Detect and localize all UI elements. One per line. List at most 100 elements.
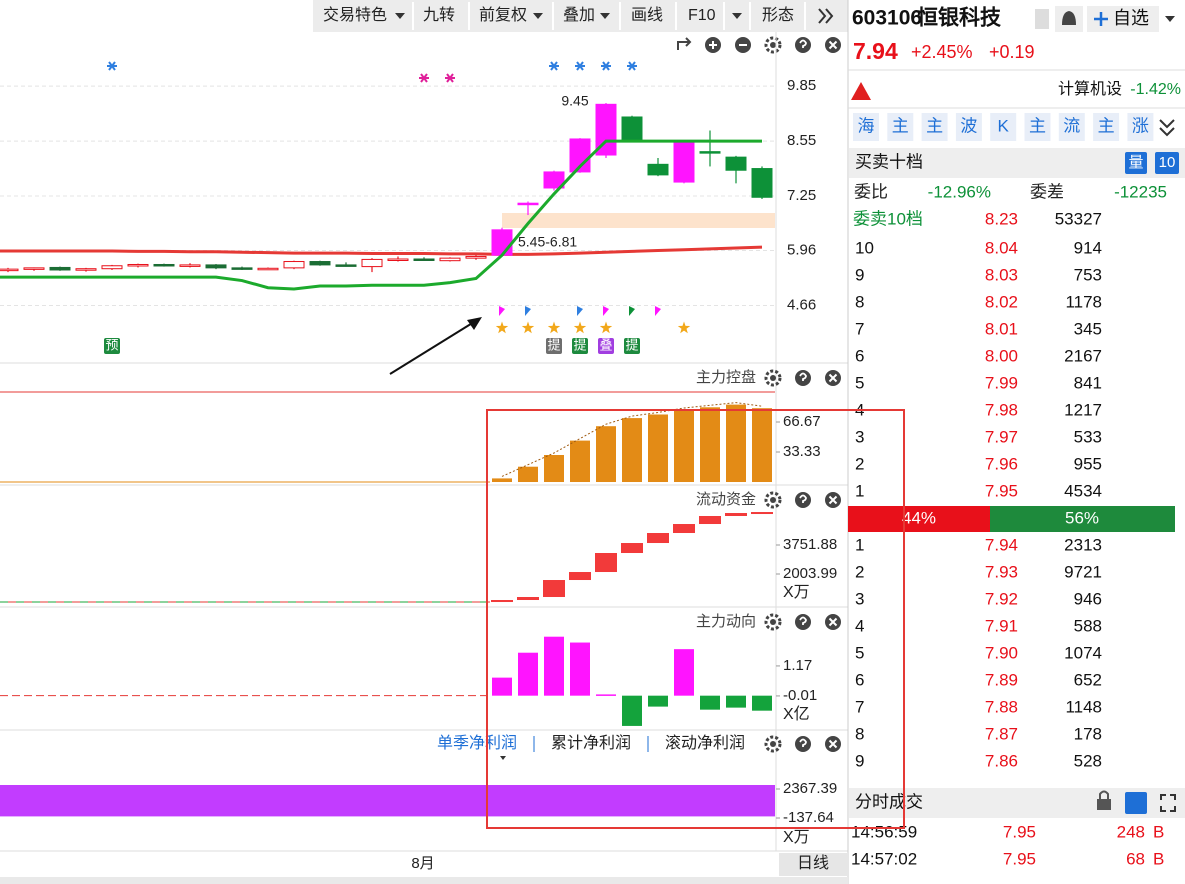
price: 7.96: [985, 454, 1018, 473]
y-tick-label: 33.33: [783, 443, 821, 460]
toolbar-button[interactable]: 交易特色: [323, 6, 387, 24]
info-icon[interactable]: [1035, 9, 1049, 29]
price: 8.02: [985, 292, 1018, 311]
y-tick-label: 4.66: [787, 296, 816, 313]
volume: 1178: [1065, 292, 1102, 311]
bar: [622, 695, 642, 726]
candle-body: [23, 267, 45, 270]
help-icon-mark: [799, 494, 807, 503]
price: 7.86: [985, 751, 1018, 770]
signal-star: [547, 321, 561, 334]
settings-icon[interactable]: [764, 369, 782, 387]
lock-icon[interactable]: [1097, 799, 1111, 810]
help-icon[interactable]: [795, 37, 811, 53]
signal-flag: [655, 306, 661, 316]
candle-body: [75, 268, 97, 271]
buy-ratio-bar: [848, 506, 990, 532]
dropdown-arrow[interactable]: [600, 13, 610, 19]
panel-tab[interactable]: 累计净利润: [551, 734, 631, 752]
period-button[interactable]: [779, 853, 848, 876]
sell-ratio-bar: [990, 506, 1175, 532]
bar: [648, 695, 668, 707]
candle-body: [387, 258, 409, 261]
bar: [726, 695, 746, 708]
trade-volume: 248: [1117, 822, 1145, 841]
y-tick-label: 3751.88: [783, 536, 837, 553]
bar: [726, 404, 746, 483]
settings-icon[interactable]: [764, 735, 782, 753]
bar: [517, 597, 539, 601]
toolbar-button[interactable]: 叠加: [563, 6, 595, 24]
bar: [570, 440, 590, 483]
volume: 533: [1074, 427, 1102, 446]
tool-button[interactable]: [1058, 113, 1085, 141]
diff-label: 委差: [1030, 182, 1064, 201]
help-icon[interactable]: [795, 492, 811, 508]
price: 7.88: [985, 697, 1018, 716]
price: 7.99: [985, 373, 1018, 392]
panel-tab[interactable]: 滚动净利润: [665, 734, 745, 752]
settings-icon[interactable]: [764, 36, 782, 54]
bar: [544, 455, 564, 483]
help-icon-mark: [799, 738, 807, 747]
panel-tab[interactable]: 单季净利润: [437, 734, 517, 752]
toolbar-button[interactable]: 画线: [631, 6, 663, 24]
last-price: 7.94: [853, 38, 898, 64]
toolbar-button[interactable]: 九转: [423, 6, 455, 24]
volume: 652: [1074, 670, 1102, 689]
total-label: 委卖10档: [853, 209, 923, 228]
tool-button[interactable]: [955, 113, 982, 141]
tool-button[interactable]: [1024, 113, 1051, 141]
dropdown-arrow[interactable]: [1165, 16, 1175, 22]
tool-button[interactable]: [1093, 113, 1120, 141]
signal-tag-label: 叠: [599, 337, 612, 352]
tool-button[interactable]: [921, 113, 948, 141]
vol-filter-button[interactable]: [1125, 792, 1147, 814]
trade-price: 7.95: [1003, 849, 1036, 868]
refresh-icon[interactable]: [677, 37, 692, 50]
help-icon[interactable]: [795, 614, 811, 630]
toolbar-button[interactable]: F10: [688, 7, 716, 24]
expand-icon[interactable]: [1160, 794, 1176, 812]
watch-label: 自选: [1113, 8, 1149, 28]
level-button[interactable]: [1155, 152, 1179, 174]
settings-icon-core: [770, 42, 776, 48]
vol-button[interactable]: [1125, 152, 1147, 174]
bar: [596, 426, 616, 483]
settings-icon[interactable]: [764, 613, 782, 631]
candle-body: [361, 258, 383, 268]
collapse-icon[interactable]: [1159, 119, 1175, 137]
dropdown-arrow[interactable]: [395, 13, 405, 19]
help-icon[interactable]: [795, 736, 811, 752]
y-tick-label: 7.25: [787, 187, 816, 204]
range-label: 5.45-6.81: [518, 234, 577, 250]
bar: [595, 553, 617, 573]
candle-body: [621, 116, 643, 142]
toolbar-button[interactable]: 形态: [762, 6, 794, 24]
level: 1: [855, 481, 864, 500]
dropdown-arrow[interactable]: [533, 13, 543, 19]
settings-icon[interactable]: [764, 491, 782, 509]
tool-button[interactable]: [1127, 113, 1154, 141]
tool-button[interactable]: [853, 113, 879, 141]
more-icon[interactable]: [818, 8, 834, 24]
tool-button[interactable]: [887, 113, 914, 141]
settings-icon-core: [770, 497, 776, 503]
volume: 2313: [1064, 535, 1102, 554]
close-icon-mark: [828, 617, 838, 627]
toolbar-button[interactable]: 前复权: [479, 6, 527, 24]
candle-body: [335, 264, 357, 267]
signal-tag: [546, 338, 562, 354]
price: 7.95: [985, 481, 1018, 500]
candle-body: [699, 151, 721, 154]
volume: 914: [1074, 238, 1102, 257]
tool-button[interactable]: [990, 113, 1017, 141]
candle-body: [439, 257, 461, 262]
dropdown-arrow[interactable]: [732, 13, 742, 19]
bar: [673, 524, 695, 534]
trades-title: 分时成交: [855, 792, 923, 811]
tool-button-label: 主: [1098, 116, 1115, 135]
help-icon[interactable]: [795, 370, 811, 386]
tab-indicator: [500, 756, 506, 760]
volume: 841: [1074, 373, 1102, 392]
